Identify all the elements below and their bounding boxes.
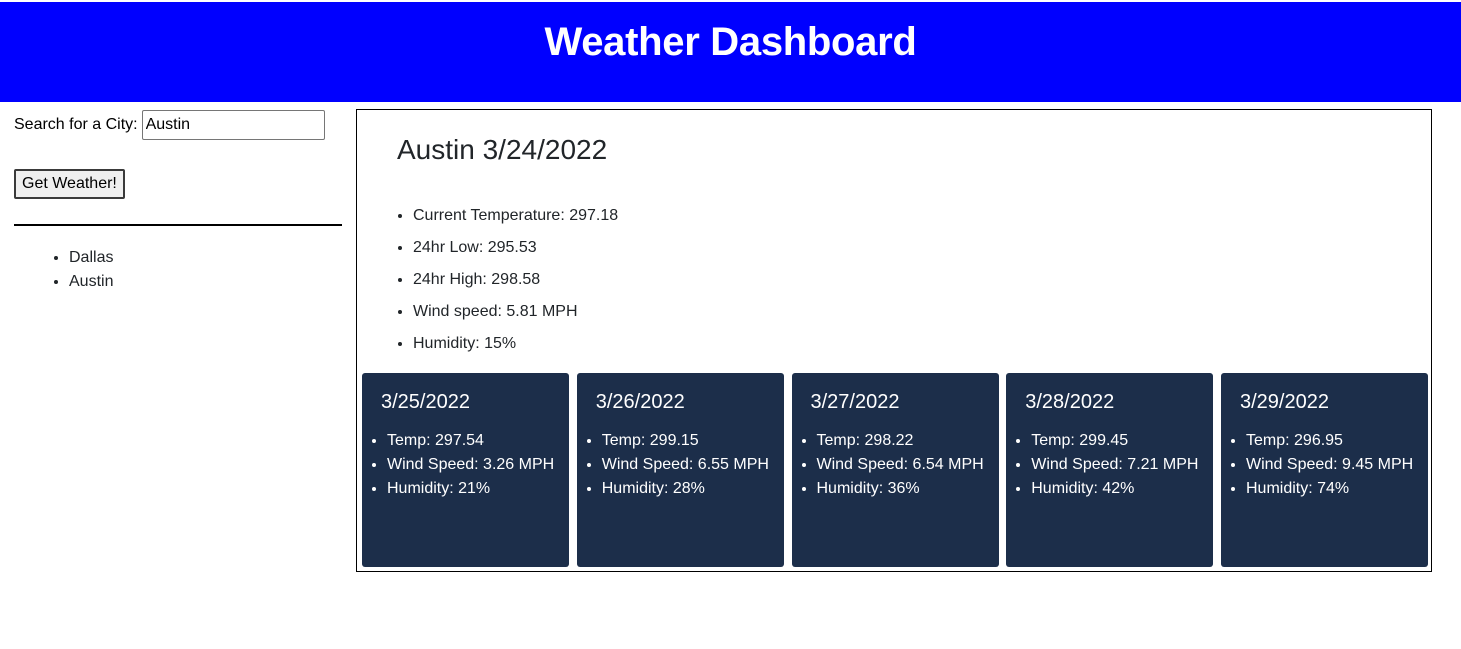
forecast-temp: Temp: 298.22 [817, 429, 989, 453]
current-wind: Wind speed: 5.81 MPH [413, 296, 618, 328]
forecast-wind: Wind Speed: 9.45 MPH [1246, 453, 1418, 477]
forecast-humidity: Humidity: 28% [602, 477, 774, 501]
forecast-temp: Temp: 299.15 [602, 429, 774, 453]
forecast-date: 3/28/2022 [1025, 391, 1115, 413]
forecast-humidity: Humidity: 74% [1246, 477, 1418, 501]
forecast-card: 3/27/2022 Temp: 298.22 Wind Speed: 6.54 … [791, 373, 999, 567]
forecast-details: Temp: 299.15 Wind Speed: 6.55 MPH Humidi… [602, 429, 774, 501]
forecast-temp: Temp: 297.54 [387, 429, 559, 453]
city-search-input[interactable] [141, 110, 325, 140]
forecast-humidity: Humidity: 42% [1031, 477, 1203, 501]
five-day-forecast: 3/25/2022 Temp: 297.54 Wind Speed: 3.26 … [362, 373, 1428, 567]
current-low: 24hr Low: 295.53 [413, 232, 618, 264]
forecast-details: Temp: 297.54 Wind Speed: 3.26 MPH Humidi… [387, 429, 559, 501]
forecast-wind: Wind Speed: 7.21 MPH [1031, 453, 1203, 477]
forecast-date: 3/25/2022 [381, 391, 470, 413]
forecast-card: 3/25/2022 Temp: 297.54 Wind Speed: 3.26 … [362, 373, 569, 567]
search-sidebar: Search for a City: Get Weather! Dallas A… [14, 110, 342, 290]
forecast-details: Temp: 298.22 Wind Speed: 6.54 MPH Humidi… [817, 429, 989, 501]
current-city-title: Austin 3/24/2022 [397, 134, 608, 165]
forecast-date: 3/27/2022 [810, 391, 900, 413]
forecast-wind: Wind Speed: 6.55 MPH [602, 453, 774, 477]
forecast-details: Temp: 299.45 Wind Speed: 7.21 MPH Humidi… [1031, 429, 1203, 501]
forecast-humidity: Humidity: 21% [387, 477, 559, 501]
history-item-austin[interactable]: Austin [69, 270, 113, 294]
current-high: 24hr High: 298.58 [413, 264, 618, 296]
forecast-card: 3/28/2022 Temp: 299.45 Wind Speed: 7.21 … [1006, 373, 1214, 567]
current-humidity: Humidity: 15% [413, 328, 618, 360]
forecast-temp: Temp: 299.45 [1031, 429, 1203, 453]
divider [14, 224, 342, 226]
forecast-temp: Temp: 296.95 [1246, 429, 1418, 453]
forecast-wind: Wind Speed: 3.26 MPH [387, 453, 559, 477]
forecast-date: 3/26/2022 [595, 391, 685, 413]
history-item-dallas[interactable]: Dallas [69, 246, 113, 270]
forecast-wind: Wind Speed: 6.54 MPH [817, 453, 989, 477]
search-label: Search for a City: [14, 116, 138, 133]
current-temperature: Current Temperature: 297.18 [413, 200, 618, 232]
forecast-date: 3/29/2022 [1240, 391, 1329, 413]
forecast-details: Temp: 296.95 Wind Speed: 9.45 MPH Humidi… [1246, 429, 1418, 501]
page-header: Weather Dashboard [0, 2, 1461, 102]
search-history-list: Dallas Austin [14, 246, 113, 294]
forecast-card: 3/29/2022 Temp: 296.95 Wind Speed: 9.45 … [1221, 373, 1428, 567]
page-title: Weather Dashboard [544, 20, 917, 64]
get-weather-button[interactable]: Get Weather! [14, 169, 125, 199]
forecast-humidity: Humidity: 36% [817, 477, 989, 501]
weather-panel: Austin 3/24/2022 Current Temperature: 29… [356, 109, 1432, 572]
search-row: Search for a City: [14, 110, 342, 140]
current-conditions-list: Current Temperature: 297.18 24hr Low: 29… [397, 200, 618, 360]
forecast-card: 3/26/2022 Temp: 299.15 Wind Speed: 6.55 … [576, 373, 784, 567]
